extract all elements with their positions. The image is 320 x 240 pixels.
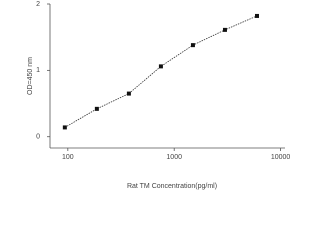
point [94, 106, 99, 111]
point [126, 91, 131, 96]
point [62, 125, 67, 130]
y-tick-label: 1 [36, 67, 40, 74]
point [158, 64, 163, 69]
point [254, 13, 259, 18]
y-axis-label: OD=450 nm [27, 57, 34, 95]
point [222, 27, 227, 32]
point [190, 43, 195, 48]
x-tick-label: 10000 [271, 154, 291, 161]
x-axis-label: Rat TM Concentration(pg/ml) [127, 183, 217, 190]
x-tick-label: 100 [62, 154, 74, 161]
x-tick-label: 1000 [166, 154, 182, 161]
y-tick-label: 0 [36, 134, 40, 141]
chart: Rat TM Concentration(pg/ml) OD=450 nm 0 1… [27, 1, 291, 190]
y-tick-label: 2 [36, 1, 40, 8]
line [64, 15, 258, 128]
